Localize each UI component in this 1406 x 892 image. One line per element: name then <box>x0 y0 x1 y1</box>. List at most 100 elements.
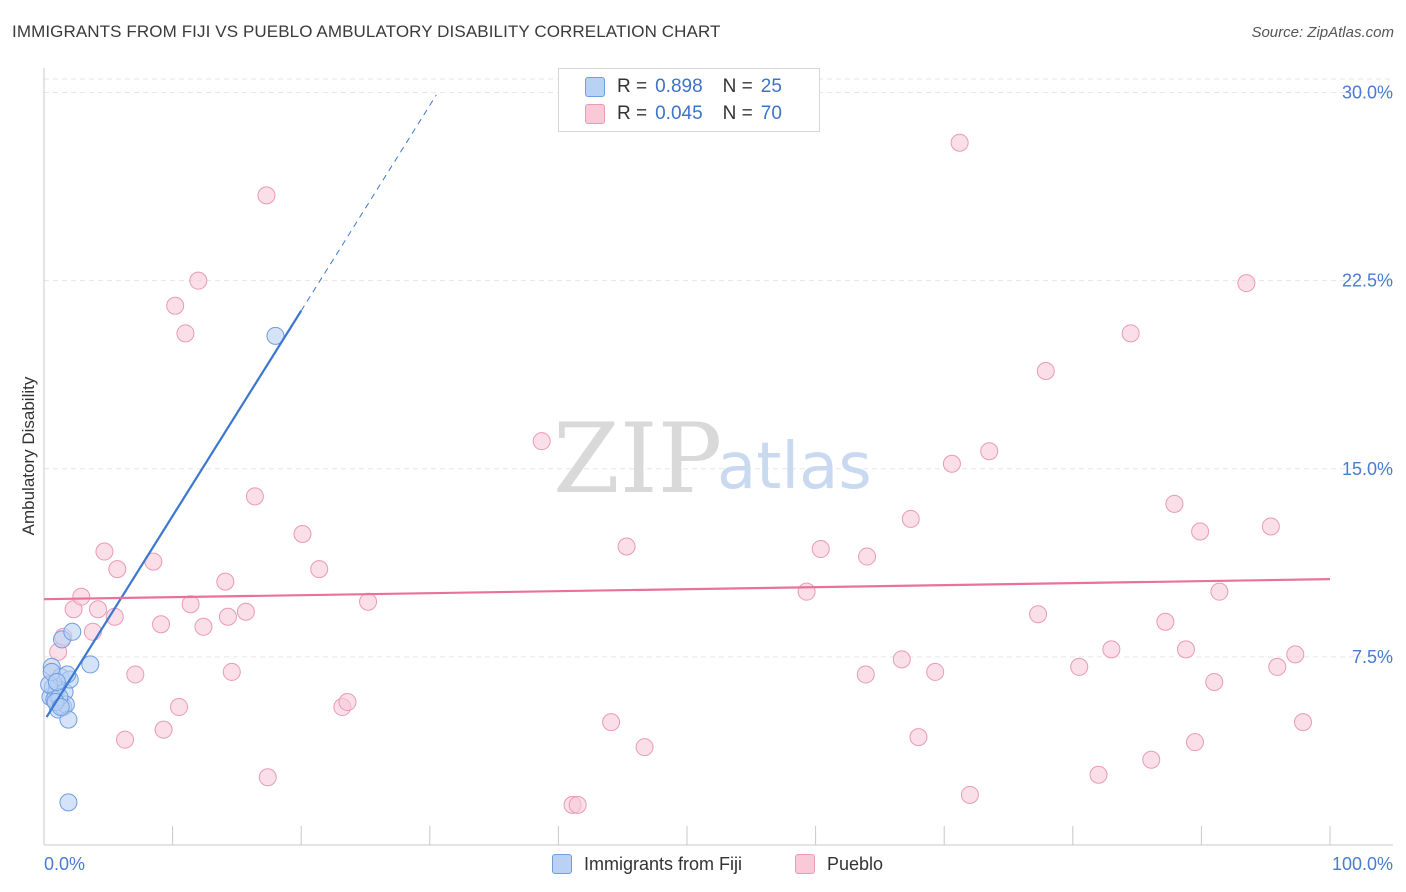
stats-legend: R = 0.898 N = 25 R = 0.045 N = 70 <box>558 68 820 132</box>
pueblo-r-label: R = <box>617 103 648 124</box>
x-tick-marks <box>172 826 1331 845</box>
data-point <box>892 650 911 669</box>
fiji-r-value: 0.898 <box>655 76 703 97</box>
data-point <box>310 560 329 579</box>
data-point <box>532 432 551 451</box>
data-point <box>1165 494 1184 513</box>
data-point <box>218 607 237 626</box>
trend-line <box>43 578 1331 601</box>
data-point <box>926 662 945 681</box>
data-point <box>257 186 276 205</box>
data-point <box>266 326 285 345</box>
y-tick-label: 22.5% <box>1342 271 1393 291</box>
bottom-legend-fiji: Immigrants from Fiji <box>552 852 742 876</box>
data-point <box>1036 361 1055 380</box>
y-tick-labels: 7.5% 15.0% 22.5% 30.0% <box>1342 83 1393 667</box>
data-point <box>63 622 82 641</box>
pueblo-legend-swatch-icon <box>795 854 815 874</box>
data-point <box>942 454 961 473</box>
data-point <box>47 672 66 691</box>
trend-line-extension <box>300 94 437 312</box>
pueblo-n-label: N = <box>722 103 753 124</box>
data-point <box>1293 713 1312 732</box>
trend-lines <box>43 94 1331 718</box>
pueblo-n-value: 70 <box>760 103 782 124</box>
data-point <box>152 615 171 634</box>
data-point <box>980 442 999 461</box>
gridlines <box>44 78 1393 658</box>
data-point <box>1102 640 1121 659</box>
watermark-atlas: atlas <box>717 430 872 504</box>
data-point <box>1156 612 1175 631</box>
watermark-zip: ZIP <box>553 403 722 515</box>
data-point <box>72 587 91 606</box>
pueblo-legend-label: Pueblo <box>827 853 884 874</box>
data-point <box>901 509 920 528</box>
data-point <box>359 592 378 611</box>
data-point <box>222 662 241 681</box>
data-point <box>1176 640 1195 659</box>
fiji-n-value: 25 <box>760 76 782 97</box>
data-point <box>194 617 213 636</box>
data-point <box>338 693 357 712</box>
data-point <box>51 698 70 717</box>
y-tick-label: 15.0% <box>1342 459 1393 479</box>
data-point <box>960 785 979 804</box>
data-point <box>858 547 877 566</box>
y-tick-label: 30.0% <box>1342 83 1393 103</box>
data-point <box>170 698 189 717</box>
data-point <box>1237 274 1256 293</box>
pueblo-r-value: 0.045 <box>655 103 703 124</box>
data-point <box>811 540 830 559</box>
y-tick-label: 7.5% <box>1352 647 1393 667</box>
fiji-n-label: N = <box>722 76 753 97</box>
data-point <box>950 133 969 152</box>
data-point <box>1142 750 1161 769</box>
data-point <box>95 542 114 561</box>
fiji-legend-label: Immigrants from Fiji <box>584 853 743 874</box>
bottom-legend-pueblo: Pueblo <box>795 852 883 876</box>
data-point <box>1261 517 1280 536</box>
data-point <box>568 795 587 814</box>
data-point <box>181 595 200 614</box>
trend-line <box>45 310 303 718</box>
data-point <box>258 768 277 787</box>
source-label: Source: ZipAtlas.com <box>1251 24 1394 41</box>
data-point <box>1070 657 1089 676</box>
data-point <box>154 720 173 739</box>
data-point <box>59 793 78 812</box>
data-point <box>1185 733 1204 752</box>
data-point <box>797 582 816 601</box>
y-axis-label: Ambulatory Disability <box>19 376 38 535</box>
fiji-legend-swatch-icon <box>552 854 572 874</box>
data-point <box>1121 324 1140 343</box>
chart-title: IMMIGRANTS FROM FIJI VS PUEBLO AMBULATOR… <box>12 22 721 41</box>
data-point <box>189 271 208 290</box>
data-point <box>1191 522 1210 541</box>
data-point <box>81 655 100 674</box>
fiji-r-label: R = <box>617 76 648 97</box>
data-point <box>1089 765 1108 784</box>
x-tick-label-min: 0.0% <box>44 854 85 874</box>
data-point <box>216 572 235 591</box>
data-point <box>176 324 195 343</box>
data-point <box>1286 645 1305 664</box>
data-point <box>236 602 255 621</box>
data-point <box>108 560 127 579</box>
data-point <box>89 600 108 619</box>
data-point <box>293 524 312 543</box>
data-point <box>1210 582 1229 601</box>
data-point <box>245 487 264 506</box>
legend-row-pueblo: R = 0.045 N = 70 <box>585 102 782 126</box>
x-tick-label-max: 100.0% <box>1332 854 1393 874</box>
data-point <box>635 738 654 757</box>
data-point <box>1268 657 1287 676</box>
legend-row-fiji: R = 0.898 N = 25 <box>585 75 782 99</box>
data-point <box>166 296 185 315</box>
pueblo-swatch-icon <box>585 104 605 124</box>
data-point <box>116 730 135 749</box>
data-point <box>856 665 875 684</box>
data-point <box>909 728 928 747</box>
data-point <box>602 713 621 732</box>
